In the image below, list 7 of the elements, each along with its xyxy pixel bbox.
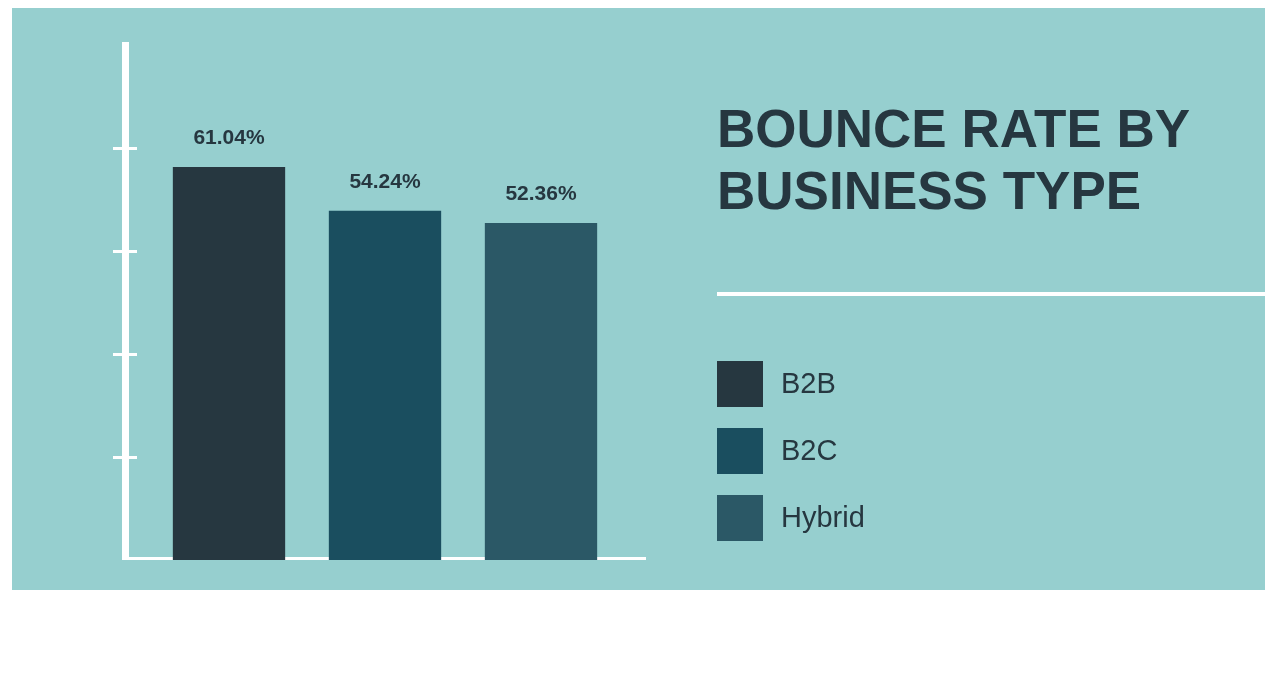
- data-label: 52.36%: [505, 181, 577, 205]
- text: BOUNCE RATE BY BUSINESS TYPE: [717, 98, 1191, 222]
- legend-label: B2C: [781, 434, 838, 467]
- data-label: 61.04%: [193, 125, 265, 149]
- data-label: 54.24%: [349, 169, 421, 193]
- legend-label: Hybrid: [781, 501, 865, 534]
- legend-label: B2B: [781, 367, 836, 400]
